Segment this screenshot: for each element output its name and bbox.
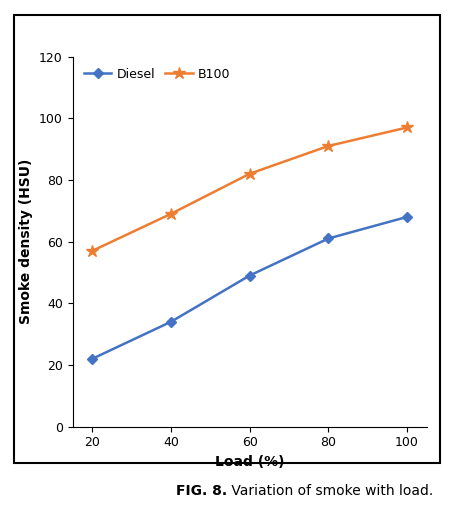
Diesel — [405, 214, 410, 220]
X-axis label: Load (%): Load (%) — [215, 455, 285, 469]
Diesel — [247, 272, 252, 279]
Diesel — [168, 319, 174, 325]
Y-axis label: Smoke density (HSU): Smoke density (HSU) — [20, 159, 34, 324]
B100 — [168, 211, 174, 217]
Diesel — [326, 235, 331, 242]
Text: FIG. 8.: FIG. 8. — [176, 484, 227, 498]
Legend: Diesel, B100: Diesel, B100 — [79, 63, 235, 86]
B100 — [247, 171, 252, 177]
B100 — [89, 248, 95, 254]
Text: Variation of smoke with load.: Variation of smoke with load. — [227, 484, 433, 498]
Line: B100: B100 — [86, 121, 413, 257]
Diesel — [89, 356, 95, 362]
Line: Diesel: Diesel — [89, 213, 410, 362]
B100 — [326, 143, 331, 149]
B100 — [405, 124, 410, 131]
